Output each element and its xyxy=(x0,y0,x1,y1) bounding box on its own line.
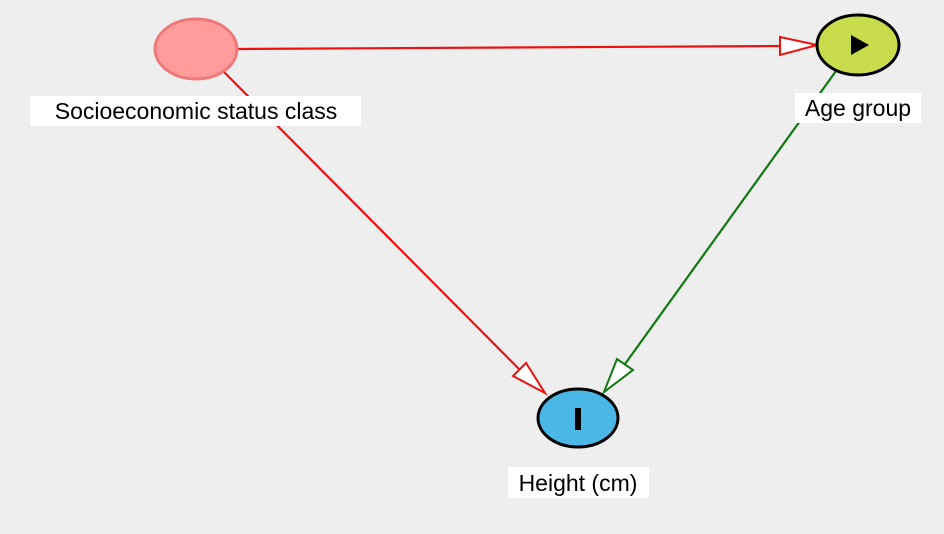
node-ellipse[interactable] xyxy=(153,17,239,81)
arrowhead-icon xyxy=(779,35,818,57)
arrowhead-icon xyxy=(601,357,635,395)
label-background xyxy=(795,93,921,123)
edge-ses-to-age[interactable] xyxy=(237,35,818,57)
node-label: Socioeconomic status class xyxy=(55,98,338,124)
arrowhead-icon xyxy=(511,361,548,396)
node-age-group[interactable]: Age group xyxy=(795,13,921,123)
node-height[interactable]: Height (cm) xyxy=(508,387,649,498)
label-background xyxy=(30,96,361,126)
label-background xyxy=(508,467,649,498)
bar-icon xyxy=(575,408,581,430)
play-icon xyxy=(851,35,869,55)
node-socioeconomic-status[interactable]: Socioeconomic status class xyxy=(30,17,361,126)
node-label: Age group xyxy=(805,95,911,121)
node-label: Height (cm) xyxy=(519,470,638,496)
